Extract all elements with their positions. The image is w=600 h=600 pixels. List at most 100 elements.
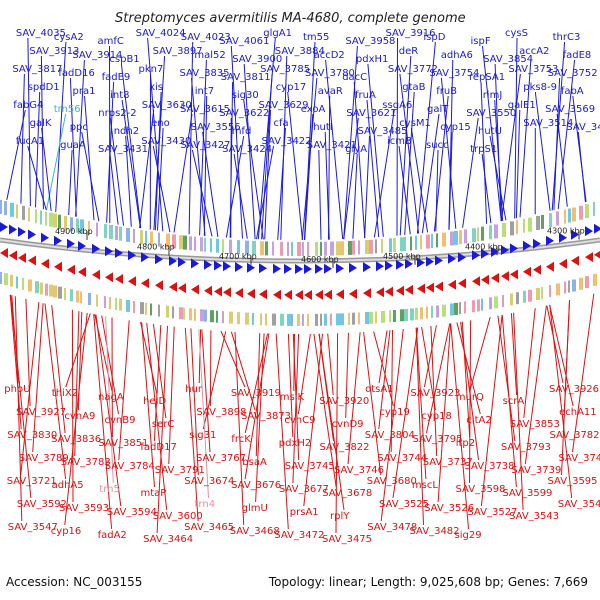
reverse-gene-label: SAV_3547 (8, 522, 58, 533)
reverse-gene-line (244, 333, 270, 480)
feature-band-mark (150, 231, 153, 246)
feature-band-mark (189, 236, 192, 251)
reverse-gene-line (437, 323, 452, 503)
feature-band-mark (431, 234, 433, 248)
forward-gene-label: SAV_3785 (260, 64, 310, 75)
forward-gene-line (81, 131, 100, 222)
forward-gene-label: SAV_3897 (153, 46, 203, 57)
reverse-gene-line (101, 315, 119, 415)
reverse-gene-label: SAV_3851 (98, 438, 148, 449)
forward-gene-line (404, 91, 415, 235)
feature-band (0, 200, 597, 326)
feature-band-mark (145, 230, 147, 245)
reverse-gene-label: otsA1 (365, 384, 393, 395)
forward-gene-line (243, 99, 264, 240)
forward-gene-line (261, 73, 273, 240)
forward-gene-line (410, 127, 429, 233)
reverse-gene-line (287, 333, 294, 438)
reverse-gene-line (51, 305, 66, 434)
forward-gene-label: SAV_3485 (358, 126, 408, 137)
feature-band-mark (4, 273, 8, 286)
forward-gene-label: glyA (345, 144, 367, 155)
feature-band-mark (381, 310, 385, 323)
reverse-gene-label: mtaP (141, 488, 167, 499)
forward-gene-arrow (585, 226, 593, 237)
reverse-gene-line (480, 314, 503, 507)
feature-band-mark (126, 227, 130, 242)
forward-gene-label: SAV_3958 (345, 36, 395, 47)
feature-band-mark (450, 231, 454, 246)
reverse-gene-arrow (458, 278, 466, 289)
forward-gene-label: SAV_3835 (180, 68, 230, 79)
reverse-gene-label: cvnC9 (284, 415, 315, 426)
feature-band-mark (229, 239, 232, 254)
reverse-gene-line (415, 327, 424, 526)
reverse-gene-line (549, 304, 573, 499)
feature-band-mark (216, 238, 219, 253)
forward-gene-label: tm55 (303, 32, 329, 43)
genome-summary-text: Topology: linear; Length: 9,025,608 bp; … (268, 575, 588, 589)
reverse-gene-label: SAV_3853 (510, 419, 560, 430)
reverse-gene-label: SAV_3789 (19, 453, 69, 464)
forward-gene-arrow (501, 245, 509, 256)
reverse-gene-label: pdxH2 (279, 438, 312, 449)
feature-band-mark (568, 280, 570, 293)
forward-gene-label: hutU (478, 126, 502, 137)
forward-gene-arrow (426, 256, 434, 267)
forward-gene-line (277, 127, 286, 240)
reverse-gene-label: SAV_3745 (285, 461, 335, 472)
feature-band-mark (104, 224, 107, 239)
reverse-gene-arrow (235, 288, 243, 298)
feature-band-mark (415, 235, 417, 250)
forward-gene-label: fucA1 (16, 136, 45, 147)
feature-band-mark (556, 283, 560, 296)
reverse-gene-line (345, 332, 349, 419)
feature-band-mark (572, 279, 576, 292)
forward-gene-arrow (9, 224, 17, 235)
feature-band-mark (400, 237, 404, 252)
forward-gene-arrow (349, 262, 357, 273)
feature-band-mark (523, 218, 525, 233)
reverse-gene-label: hur (185, 384, 203, 395)
reverse-gene-label: cvnB9 (105, 415, 136, 426)
forward-gene-label: cspB1 (109, 54, 139, 65)
reverse-gene-line (74, 311, 80, 457)
reverse-gene-line (415, 327, 427, 480)
feature-band-mark (315, 313, 318, 326)
forward-gene-line (440, 77, 457, 229)
feature-band-mark (179, 307, 183, 320)
reverse-gene-label: SAV_3592 (17, 499, 67, 510)
forward-gene-label: eno (151, 118, 170, 129)
forward-gene-label: fadD16 (58, 68, 94, 79)
feature-band-mark (252, 312, 254, 325)
feature-band-mark (35, 281, 39, 294)
feature-band-mark (549, 285, 551, 298)
forward-gene-label: fruA (355, 90, 376, 101)
reverse-gene-arrow (417, 283, 425, 294)
forward-gene-arrow (223, 261, 231, 272)
feature-band-mark (340, 313, 344, 326)
feature-band-mark (593, 201, 595, 216)
reverse-gene-label: SAV_3898 (196, 407, 246, 418)
feature-band-mark (22, 205, 25, 220)
reverse-gene-arrow (594, 250, 600, 259)
forward-gene-label: accD2 (314, 50, 345, 61)
feature-band-mark (179, 235, 183, 250)
feature-band-mark (510, 221, 514, 236)
feature-band-mark (381, 238, 383, 253)
reverse-gene-label: SAV_3678 (322, 488, 372, 499)
forward-gene-line (230, 45, 243, 239)
reverse-gene-line (44, 303, 67, 480)
reverse-gene-label: SAV_3739 (511, 465, 561, 476)
reverse-gene-arrow (169, 282, 177, 292)
forward-gene-label: pdxH1 (356, 54, 389, 65)
forward-gene-label: dacC (342, 72, 367, 83)
reverse-gene-label: SAV_3746 (334, 465, 384, 476)
forward-gene-label: deR (399, 46, 419, 57)
reverse-gene-arrow (315, 289, 323, 300)
scale-tick-label: 4400 kbp (465, 242, 503, 251)
reverse-gene-arrow (336, 289, 344, 300)
reverse-gene-line (378, 330, 391, 430)
forward-gene-line (257, 37, 276, 240)
reverse-gene-label: phoU (4, 384, 30, 395)
